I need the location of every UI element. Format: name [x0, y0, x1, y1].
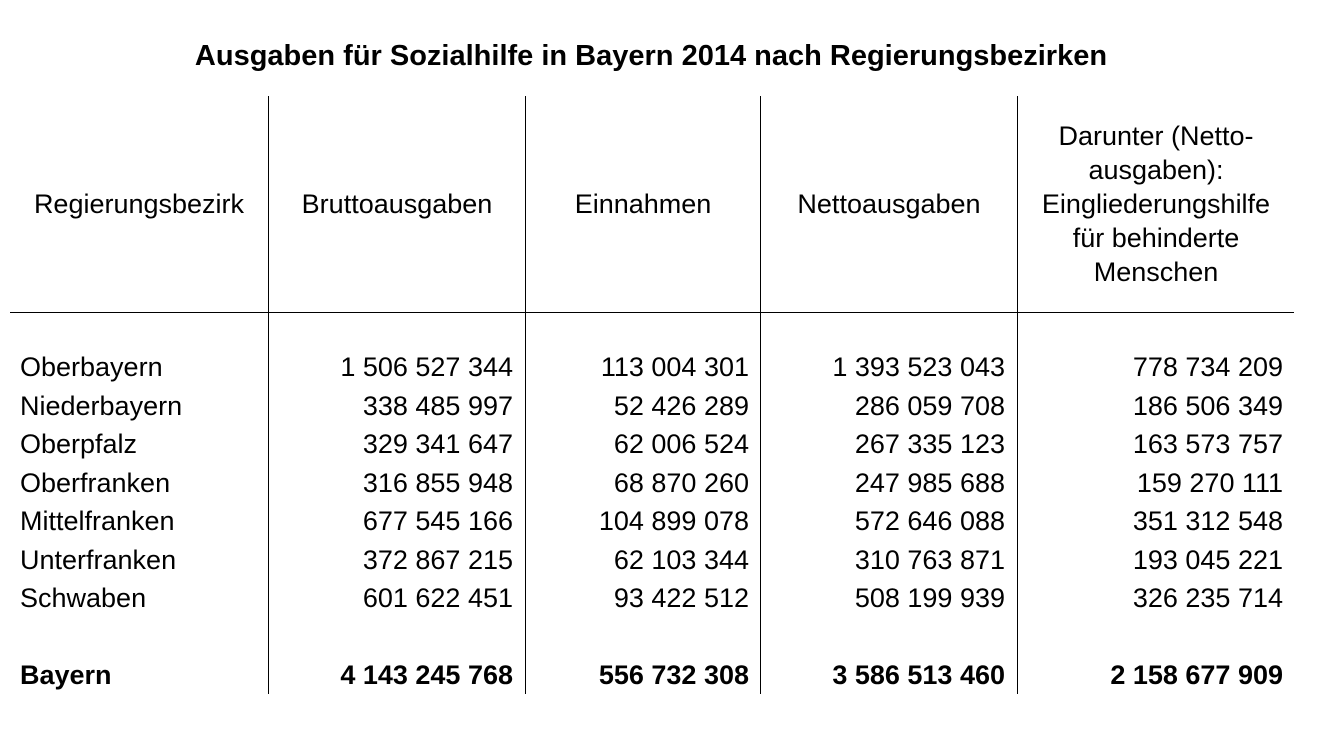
total-cell-einnahmen: 556 732 308: [598, 660, 749, 690]
total-cell-netto: 3 586 513 460: [832, 660, 1005, 690]
header-line: Eingliederungshilfe: [1041, 189, 1271, 219]
header-line: ausgaben):: [1088, 155, 1224, 185]
table-cell-einnahmen: 52 426 289: [613, 391, 749, 421]
header-line: Menschen: [1093, 257, 1219, 287]
table-cell-einnahmen: 62 103 344: [613, 545, 749, 575]
table-cell-einnahmen: 93 422 512: [613, 583, 749, 613]
table-cell-netto: 1 393 523 043: [832, 352, 1005, 382]
table-cell-netto: 286 059 708: [854, 391, 1005, 421]
total-row-region: Bayern: [20, 660, 112, 690]
table-cell-eingliederung: 778 734 209: [1132, 352, 1283, 382]
header-rule: [10, 312, 1294, 313]
column-divider: [525, 96, 526, 694]
header-bruttoausgaben: Bruttoausgaben: [301, 189, 493, 219]
table-row-region: Mittelfranken: [20, 506, 175, 536]
table-cell-brutto: 338 485 997: [362, 391, 513, 421]
header-eingliederungshilfe: Darunter (Netto- ausgaben): Eingliederun…: [1018, 96, 1294, 312]
table-row-region: Oberpfalz: [20, 429, 138, 459]
table-cell-brutto: 329 341 647: [362, 429, 513, 459]
column-divider: [760, 96, 761, 694]
table-cell-brutto: 1 506 527 344: [340, 352, 513, 382]
table-title: Ausgaben für Sozialhilfe in Bayern 2014 …: [194, 40, 1108, 72]
table-cell-eingliederung: 326 235 714: [1132, 583, 1283, 613]
table-cell-netto: 267 335 123: [854, 429, 1005, 459]
table-row-region: Schwaben: [20, 583, 147, 613]
table-cell-einnahmen: 113 004 301: [600, 352, 749, 382]
table-cell-eingliederung: 186 506 349: [1132, 391, 1283, 421]
table-cell-eingliederung: 163 573 757: [1132, 429, 1283, 459]
table-cell-eingliederung: 159 270 111: [1136, 468, 1283, 498]
table-row-region: Oberfranken: [20, 468, 171, 498]
table-cell-brutto: 372 867 215: [362, 545, 513, 575]
table-cell-netto: 310 763 871: [854, 545, 1005, 575]
table-cell-brutto: 677 545 166: [362, 506, 513, 536]
table-cell-netto: 247 985 688: [854, 468, 1005, 498]
table-cell-einnahmen: 62 006 524: [613, 429, 749, 459]
column-divider: [268, 96, 269, 694]
table-cell-eingliederung: 351 312 548: [1132, 506, 1283, 536]
table-cell-eingliederung: 193 045 221: [1132, 545, 1283, 575]
total-cell-brutto: 4 143 245 768: [340, 660, 513, 690]
table-cell-einnahmen: 68 870 260: [613, 468, 749, 498]
column-divider: [1017, 96, 1018, 694]
header-regierungsbezirk: Regierungsbezirk: [33, 189, 245, 219]
table-row-region: Oberbayern: [20, 352, 163, 382]
table-row-region: Niederbayern: [20, 391, 183, 421]
table-cell-brutto: 601 622 451: [362, 583, 513, 613]
header-einnahmen: Einnahmen: [574, 189, 712, 219]
table-row-region: Unterfranken: [20, 545, 177, 575]
table-cell-brutto: 316 855 948: [362, 468, 513, 498]
table-cell-einnahmen: 104 899 078: [598, 506, 749, 536]
header-line: für behinderte: [1072, 223, 1240, 253]
header-nettoausgaben: Nettoausgaben: [797, 189, 981, 219]
table-cell-netto: 572 646 088: [854, 506, 1005, 536]
header-line: Darunter (Netto-: [1058, 121, 1254, 151]
total-cell-eingliederung: 2 158 677 909: [1110, 660, 1283, 690]
table-cell-netto: 508 199 939: [854, 583, 1005, 613]
